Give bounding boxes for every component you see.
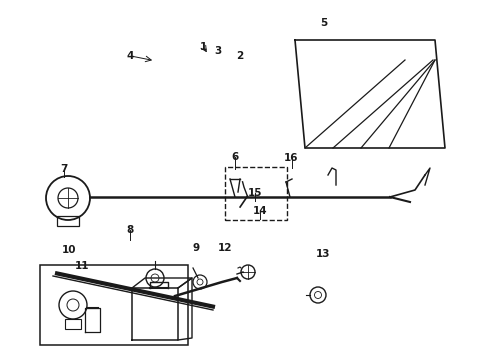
Bar [225,167,287,220]
Text: 15: 15 [247,188,262,198]
Text: 13: 13 [316,249,331,259]
Bar [40,265,188,345]
Text: 8: 8 [126,225,133,235]
Text: 7: 7 [60,164,68,174]
Bar [57,216,79,226]
Text: 3: 3 [215,46,221,56]
Text: 12: 12 [218,243,233,253]
Text: 2: 2 [237,51,244,61]
Text: 14: 14 [252,206,267,216]
Text: 10: 10 [61,245,76,255]
Bar [65,319,81,329]
Text: 11: 11 [75,261,90,271]
Text: 5: 5 [320,18,327,28]
Text: 1: 1 [200,42,207,52]
Text: 16: 16 [284,153,299,163]
Text: 6: 6 [232,152,239,162]
Text: 9: 9 [193,243,199,253]
Text: 4: 4 [126,51,134,61]
